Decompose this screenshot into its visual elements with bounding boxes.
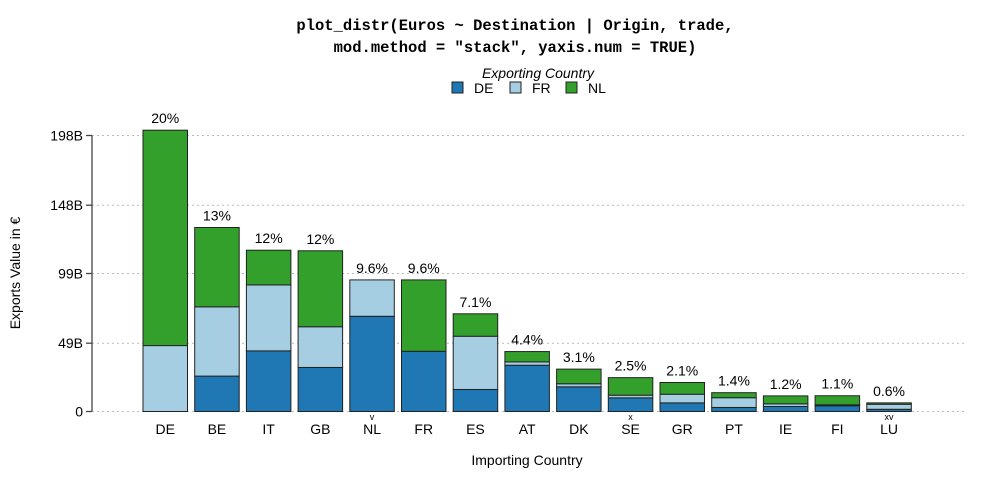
x-tick-label: DK: [569, 421, 589, 437]
bar-segment-FR-DE: [401, 350, 447, 413]
data-label: 9.6%: [408, 260, 440, 276]
bar-segment-IT-DE: [245, 350, 292, 413]
x-tick-label: LU: [880, 421, 898, 437]
data-label: 12%: [255, 230, 283, 246]
x-tick-label: FR: [414, 421, 433, 437]
chart-title-line-2: mod.method = "stack", yaxis.num = TRUE): [334, 39, 697, 57]
bar-segment-DK-NL: [556, 368, 602, 385]
bar-segment-BE-NL: [194, 227, 240, 308]
bar-segment-PT-DE: [711, 406, 757, 413]
bar-segment-ES-FR: [452, 335, 499, 390]
bars: 20% 13% 12% 12% 9.6% 9.6% 7.1% 4.4% 3.1% 2.5% 2.1%…: [142, 110, 912, 413]
bar-segment-AT-NL: [504, 351, 550, 363]
category-mark: v: [370, 412, 375, 422]
bar-segment-AT-DE: [504, 364, 550, 413]
bar-segment-IE-NL: [762, 395, 809, 405]
chart-title-line-1: plot_distr(Euros ~ Destination | Origin,…: [296, 17, 733, 35]
bar-segment-GR-NL: [659, 382, 705, 395]
bar-segment-BE-DE: [194, 375, 240, 412]
x-tick-label: AT: [519, 421, 536, 437]
bar-segment-IT-FR: [245, 284, 292, 352]
legend-label-DE: DE: [474, 80, 493, 96]
bar-segment-GB-FR: [297, 326, 344, 368]
legend: DE FR NL: [451, 80, 606, 96]
bar-segment-GR-DE: [659, 402, 705, 412]
data-label: 1.4%: [718, 373, 750, 389]
y-tick-label: 49B: [58, 335, 83, 351]
x-tick-label: PT: [725, 421, 743, 437]
bar-segment-LU-NL: [866, 402, 912, 405]
data-label: 2.5%: [615, 358, 647, 374]
bar-segment-FI-NL: [814, 395, 861, 406]
bar-segment-DE-FR: [142, 345, 188, 413]
bar-segment-ES-DE: [452, 388, 499, 413]
x-tick-label: FI: [831, 421, 843, 437]
legend-swatch-DE: [451, 81, 464, 94]
legend-label-NL: NL: [588, 80, 606, 96]
data-label: 3.1%: [563, 349, 595, 365]
bar-segment-SE-NL: [607, 377, 654, 396]
bar-segment-BE-FR: [194, 306, 240, 377]
category-mark: x: [628, 412, 633, 422]
data-label: 9.6%: [356, 260, 388, 276]
x-tick-label: ES: [466, 421, 485, 437]
bar-segment-ES-NL: [452, 313, 499, 337]
bar-segment-DE-NL: [142, 129, 188, 347]
y-tick-label: 148B: [50, 197, 83, 213]
x-tick-label: IE: [779, 421, 792, 437]
data-label: 12%: [306, 231, 334, 247]
x-tick-label: BE: [208, 421, 227, 437]
bar-segment-PT-FR: [711, 397, 757, 408]
bar-segment-NL-DE: [349, 315, 395, 413]
y-axis-title: Exports Value in €: [7, 217, 23, 330]
legend-label-FR: FR: [532, 80, 551, 96]
bar-segment-SE-DE: [607, 397, 654, 412]
bar-segment-NL-FR: [349, 279, 395, 317]
x-tick-label: NL: [363, 421, 381, 437]
bar-segment-IT-NL: [245, 249, 292, 286]
x-tick-label: GB: [310, 421, 330, 437]
legend-swatch-FR: [509, 81, 522, 94]
legend-swatch-NL: [565, 81, 578, 94]
x-tick-label: GR: [672, 421, 693, 437]
y-tick-label: 99B: [58, 266, 83, 282]
y-tick-label: 198B: [50, 128, 83, 144]
data-label: 1.1%: [821, 376, 853, 392]
legend-title: Exporting Country: [482, 65, 595, 81]
bar-segment-IE-DE: [762, 405, 809, 412]
x-axis-title: Importing Country: [471, 452, 582, 468]
data-label: 7.1%: [459, 294, 491, 310]
bar-segment-GB-NL: [297, 250, 344, 328]
bar-segment-FR-NL: [401, 279, 447, 352]
x-tick-label: DE: [156, 421, 175, 437]
bar-segment-PT-NL: [711, 392, 757, 399]
data-label: 4.4%: [511, 332, 543, 348]
data-label: 1.2%: [770, 376, 802, 392]
bar-segment-LU-FR: [866, 403, 912, 410]
x-tick-label: IT: [262, 421, 275, 437]
x-tick-label: SE: [621, 421, 640, 437]
data-label: 0.6%: [873, 383, 905, 399]
y-tick-label: 0: [75, 404, 83, 420]
y-axis: 0 49B 99B 148B 198B: [50, 128, 93, 420]
bar-segment-GR-FR: [659, 393, 705, 404]
data-label: 13%: [203, 208, 231, 224]
category-mark: xv: [885, 412, 895, 422]
bar-segment-DK-DE: [556, 386, 602, 412]
bar-segment-GB-DE: [297, 366, 344, 412]
data-label: 2.1%: [666, 363, 698, 379]
bar-segment-FI-DE: [814, 405, 861, 413]
data-label: 20%: [151, 110, 179, 126]
bar-segment-AT-FR: [504, 361, 550, 366]
